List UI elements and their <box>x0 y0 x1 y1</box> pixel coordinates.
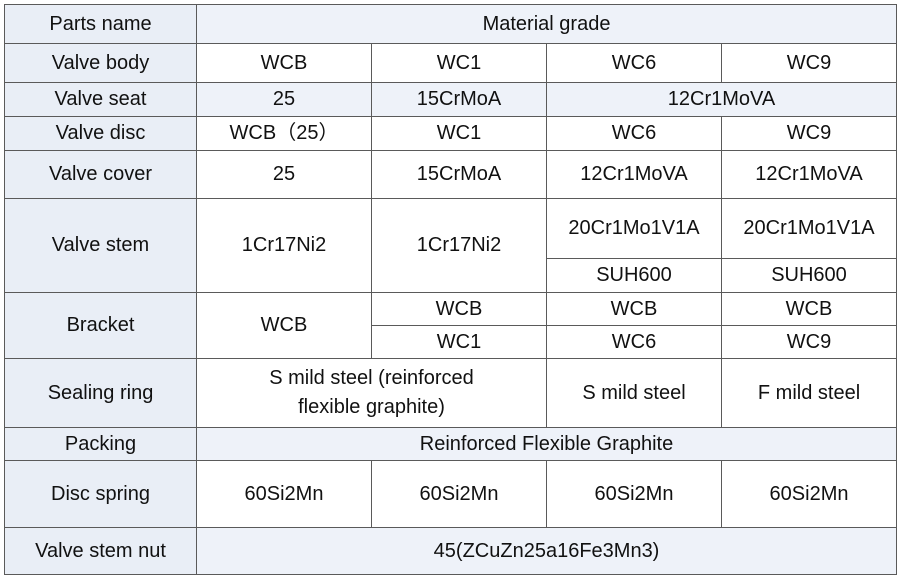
grade-cell: WCB <box>546 292 722 326</box>
part-name: Valve cover <box>4 150 197 199</box>
table-row: Valve disc WCB（25） WC1 WC6 WC9 <box>4 116 898 151</box>
grade-cell: S mild steel (reinforced flexible graphi… <box>196 358 547 428</box>
part-name: Disc spring <box>4 460 197 528</box>
grade-cell: WCB <box>720 292 898 326</box>
grade-cell: WCB <box>196 43 372 83</box>
grade-cell: 15CrMoA <box>371 150 547 199</box>
table-row: Packing Reinforced Flexible Graphite <box>4 427 898 461</box>
grade-cell: 15CrMoA <box>371 82 547 117</box>
table-row: Bracket WCB WCB WCB WCB <box>4 292 898 359</box>
table-row: Disc spring 60Si2Mn 60Si2Mn 60Si2Mn 60Si… <box>4 460 898 528</box>
grade-cell: WC9 <box>720 43 898 83</box>
table-row: Valve body WCB WC1 WC6 WC9 <box>4 43 898 83</box>
grade-cell: 60Si2Mn <box>371 460 547 528</box>
grade-cell: 20Cr1Mo1V1A <box>720 198 898 259</box>
header-cell: Parts name <box>4 4 197 44</box>
table-row: Valve stem 1Cr17Ni2 1Cr17Ni2 20Cr1Mo1V1A… <box>4 198 898 293</box>
grade-cell: WC1 <box>371 325 547 359</box>
header-cell: Material grade <box>195 4 898 44</box>
grade-cell: 60Si2Mn <box>196 460 372 528</box>
part-name: Bracket <box>4 292 197 359</box>
grade-cell: WCB <box>196 292 372 359</box>
grade-cell: S mild steel <box>546 358 722 428</box>
grade-cell: SUH600 <box>546 258 722 293</box>
table-row: Valve seat 25 15CrMoA 12Cr1MoVA <box>4 82 898 117</box>
grade-cell: 20Cr1Mo1V1A <box>546 198 722 259</box>
part-name: Valve disc <box>4 116 197 151</box>
grade-cell: Reinforced Flexible Graphite <box>195 427 898 461</box>
part-name: Valve stem nut <box>4 527 197 575</box>
grade-cell: 25 <box>196 82 372 117</box>
part-name: Valve seat <box>4 82 197 117</box>
grade-cell: WC9 <box>720 325 898 359</box>
grade-cell: WCB <box>371 292 547 326</box>
part-name: Sealing ring <box>4 358 197 428</box>
table-row: Sealing ring S mild steel (reinforced fl… <box>4 358 898 428</box>
materials-table: Parts name Material grade Valve body WCB… <box>4 4 898 575</box>
table-row: Valve stem nut 45(ZCuZn25a16Fe3Mn3) <box>4 527 898 575</box>
grade-cell: 25 <box>196 150 372 199</box>
grade-cell: WC6 <box>546 325 722 359</box>
table-row: Valve cover 25 15CrMoA 12Cr1MoVA 12Cr1Mo… <box>4 150 898 199</box>
grade-cell: WCB（25） <box>196 116 372 151</box>
grade-cell: 1Cr17Ni2 <box>371 198 547 293</box>
table-row: WC1 WC6 WC9 <box>5 325 898 359</box>
header-row: Parts name Material grade <box>4 4 898 44</box>
grade-cell: F mild steel <box>720 358 898 428</box>
part-name: Valve stem <box>4 198 197 293</box>
grade-cell: 12Cr1MoVA <box>545 82 898 117</box>
grade-cell: SUH600 <box>720 258 898 293</box>
grade-cell: 60Si2Mn <box>720 460 898 528</box>
part-name: Packing <box>4 427 197 461</box>
grade-cell: WC6 <box>546 116 722 151</box>
grade-cell: 12Cr1MoVA <box>720 150 898 199</box>
grade-cell: WC9 <box>720 116 898 151</box>
grade-cell: WC1 <box>371 116 547 151</box>
grade-cell: WC1 <box>371 43 547 83</box>
grade-cell: 12Cr1MoVA <box>546 150 722 199</box>
grade-cell: 45(ZCuZn25a16Fe3Mn3) <box>195 527 898 575</box>
part-name: Valve body <box>4 43 197 83</box>
grade-cell: 1Cr17Ni2 <box>196 198 372 293</box>
grade-cell: 60Si2Mn <box>546 460 722 528</box>
grade-cell: WC6 <box>546 43 722 83</box>
table-row: SUH600 SUH600 <box>5 258 898 293</box>
